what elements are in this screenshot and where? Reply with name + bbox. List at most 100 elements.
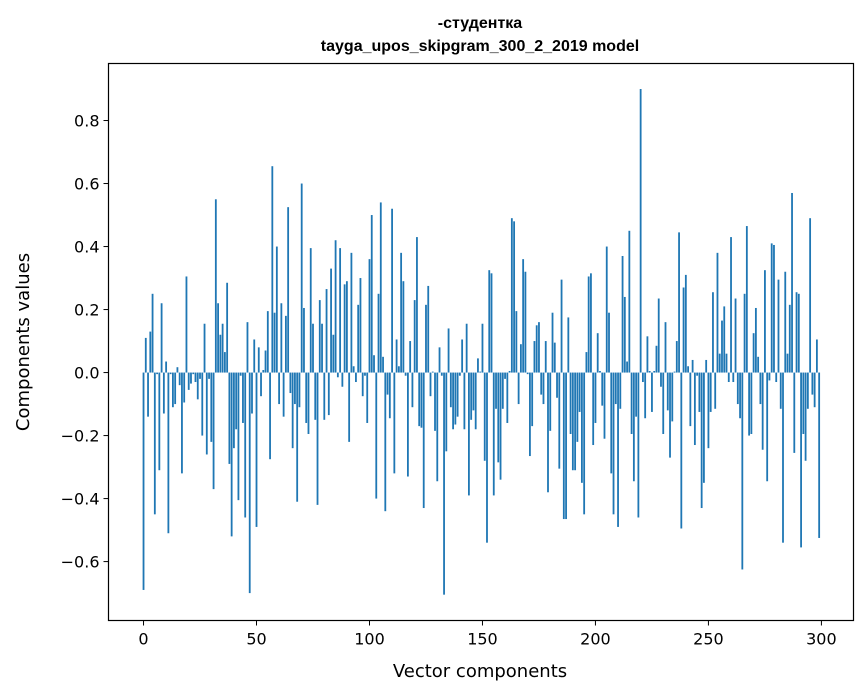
bar-157: [497, 372, 500, 463]
bar-163: [510, 218, 513, 373]
x-tick-label: 50: [246, 630, 266, 649]
bar-15: [176, 367, 179, 373]
bar-145: [470, 372, 473, 420]
bar-138: [454, 372, 457, 425]
bar-90: [345, 281, 348, 373]
bar-289: [795, 292, 798, 373]
bar-89: [343, 284, 346, 373]
bar-6: [156, 372, 158, 375]
bar-197: [587, 276, 590, 373]
bar-261: [732, 372, 735, 383]
bar-141: [461, 339, 464, 373]
bar-218: [635, 372, 638, 417]
bar-129: [434, 372, 436, 431]
bar-231: [664, 322, 667, 373]
bar-39: [230, 372, 233, 537]
bar-171: [529, 372, 531, 457]
bar-107: [384, 372, 387, 512]
bar-242: [689, 372, 692, 427]
bar-296: [811, 372, 814, 395]
bar-278: [770, 243, 773, 373]
bar-169: [524, 271, 527, 373]
bar-168: [522, 259, 525, 373]
bar-5: [153, 372, 156, 515]
bar-193: [578, 372, 581, 412]
bar-27: [203, 323, 206, 373]
bar-73: [307, 372, 310, 434]
bar-276: [766, 372, 769, 482]
chart-title-line1: -студентка: [438, 15, 523, 32]
bar-255: [718, 353, 721, 373]
bar-293: [804, 372, 807, 461]
bar-252: [712, 292, 714, 373]
y-tick-label: −0.2: [61, 427, 100, 446]
y-tick-label: −0.4: [61, 490, 100, 509]
bar-176: [540, 372, 543, 395]
bar-66: [291, 372, 294, 449]
bar-54: [264, 350, 267, 373]
bar-269: [750, 372, 753, 434]
bar-115: [402, 281, 405, 373]
bar-35: [221, 323, 224, 373]
bar-187: [565, 372, 567, 520]
bar-77: [316, 372, 319, 505]
bar-166: [517, 372, 520, 405]
bar-287: [791, 192, 793, 373]
bar-263: [736, 372, 739, 405]
bar-127: [429, 372, 432, 397]
x-tick-label: 300: [806, 630, 837, 649]
bar-210: [617, 372, 619, 527]
bar-223: [646, 336, 649, 373]
bar-75: [312, 323, 314, 373]
bar-161: [506, 372, 509, 423]
bar-72: [305, 372, 308, 423]
bar-114: [400, 252, 403, 373]
bar-229: [660, 372, 662, 387]
bar-118: [409, 341, 412, 373]
bar-79: [321, 323, 323, 373]
bar-65: [289, 372, 292, 394]
bar-25: [199, 372, 201, 379]
bar-86: [336, 372, 339, 378]
bar-150: [481, 323, 484, 373]
bar-154: [490, 273, 493, 373]
bar-175: [538, 322, 540, 373]
bar-267: [745, 226, 748, 373]
bar-125: [425, 304, 427, 373]
bar-224: [648, 370, 651, 373]
bar-177: [542, 372, 545, 405]
bar-0: [142, 372, 145, 590]
bar-32: [214, 199, 217, 373]
bar-24: [196, 372, 199, 400]
bar-20: [187, 372, 190, 390]
bar-71: [303, 307, 305, 373]
bar-273: [759, 372, 762, 405]
bar-164: [513, 221, 516, 373]
bar-40: [233, 372, 235, 449]
bar-162: [508, 370, 511, 373]
bar-4: [151, 293, 154, 373]
bar-230: [662, 372, 665, 434]
bar-214: [626, 361, 628, 373]
bar-108: [386, 372, 389, 395]
x-tick-label: 150: [467, 630, 498, 649]
bar-226: [653, 370, 656, 373]
bar-1: [144, 337, 147, 373]
bar-203: [601, 372, 604, 406]
bar-22: [192, 372, 195, 375]
bar-222: [644, 372, 647, 419]
bar-239: [682, 287, 685, 373]
bar-123: [420, 372, 423, 428]
y-tick-label: 0.4: [74, 238, 99, 257]
y-tick-label: 0.0: [74, 364, 99, 383]
bar-199: [592, 372, 595, 446]
bar-184: [558, 372, 561, 469]
bar-94: [355, 372, 357, 383]
bar-97: [361, 372, 364, 397]
bar-170: [526, 372, 529, 375]
bar-46: [246, 322, 249, 373]
bar-215: [628, 230, 631, 373]
bar-131: [438, 347, 441, 373]
bar-48: [251, 372, 253, 414]
y-tick-label: 0.2: [74, 301, 99, 320]
